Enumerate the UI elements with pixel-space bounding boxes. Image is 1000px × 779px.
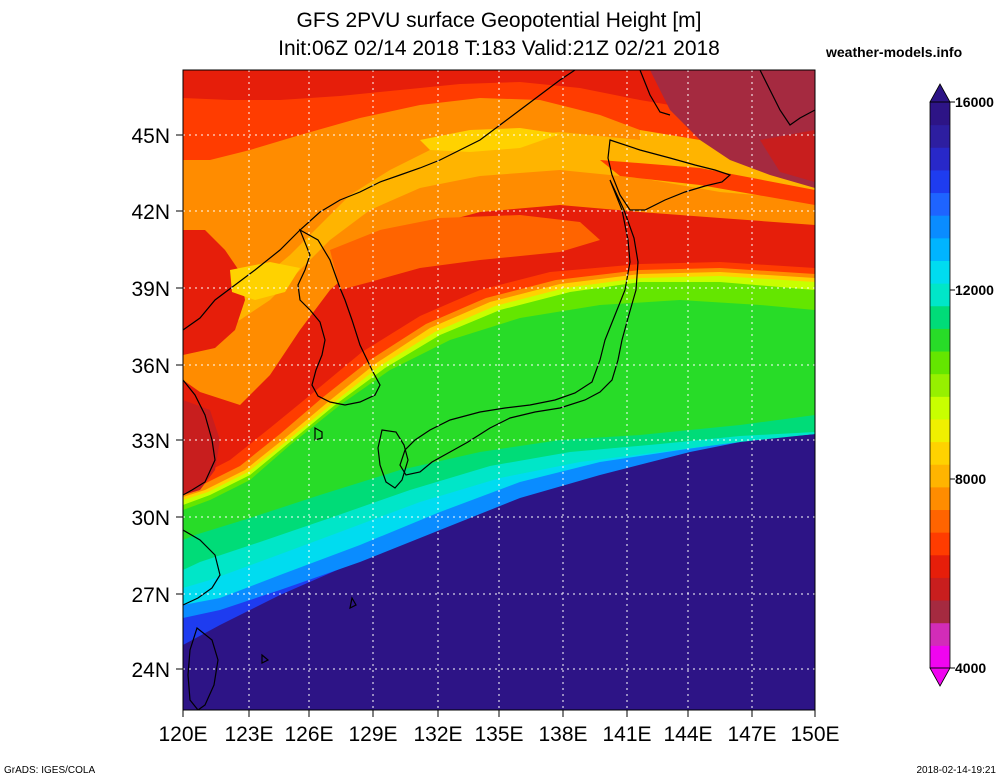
colorbar-segment [930, 169, 950, 194]
colorbar-segment [930, 418, 950, 443]
lon-label-150e: 150E [790, 723, 839, 746]
colorbar-segment [930, 124, 950, 148]
colorbar-segments [930, 102, 950, 669]
colorbar-segment [930, 554, 950, 578]
lon-label-123e: 123E [224, 723, 273, 746]
lat-label-33n: 33N [131, 430, 170, 453]
colorbar-segment [930, 215, 950, 239]
colorbar-segment [930, 328, 950, 352]
colorbar-segment [930, 373, 950, 397]
lat-label-30n: 30N [131, 507, 170, 530]
colorbar-segment [930, 532, 950, 556]
footer-timestamp: 2018-02-14-19:21 [916, 765, 996, 776]
colorbar-label-12000: 12000 [955, 282, 994, 298]
colorbar-top-arrow [929, 83, 951, 103]
colorbar-segment [930, 509, 950, 533]
lon-label-147e: 147E [727, 723, 776, 746]
colorbar-frame [929, 101, 951, 669]
colorbar-segment [930, 237, 950, 261]
coastlines [183, 70, 815, 710]
colorbar-bottom-arrow [929, 667, 951, 687]
lat-label-36n: 36N [131, 355, 170, 378]
lat-label-45n: 45N [131, 125, 170, 148]
lon-label-141e: 141E [602, 723, 651, 746]
lat-label-42n: 42N [131, 201, 170, 224]
colorbar-segment [930, 486, 950, 511]
colorbar-segment [930, 577, 950, 601]
lon-label-138e: 138E [538, 723, 587, 746]
colorbar-segment [930, 622, 950, 646]
colorbar-segment [930, 441, 950, 465]
footer-credit: GrADS: IGES/COLA [4, 765, 96, 776]
title-line-2: Init:06Z 02/14 2018 T:183 Valid:21Z 02/2… [278, 37, 720, 60]
colorbar-label-16000: 16000 [955, 94, 994, 110]
lat-tick-marks [176, 134, 183, 670]
colorbar-segment [930, 305, 950, 329]
lon-label-129e: 129E [348, 723, 397, 746]
lon-label-132e: 132E [413, 723, 462, 746]
colorbar-segment [930, 464, 950, 488]
colorbar-segment [930, 283, 950, 307]
grid-lines [183, 70, 815, 710]
lon-tick-marks [182, 710, 816, 717]
lon-label-126e: 126E [284, 723, 333, 746]
lat-label-39n: 39N [131, 278, 170, 301]
colorbar-segment [930, 351, 950, 375]
colorbar-segment [930, 396, 950, 420]
colorbar-label-8000: 8000 [955, 471, 986, 487]
colorbar-segment [930, 102, 950, 126]
colorbar-segment [930, 192, 950, 216]
lon-label-135e: 135E [474, 723, 523, 746]
lat-label-27n: 27N [131, 584, 170, 607]
title-line-1: GFS 2PVU surface Geopotential Height [m] [296, 9, 702, 32]
lon-labels: 120E 123E 126E 129E 132E 135E 138E 141E … [158, 723, 839, 746]
lon-label-120e: 120E [158, 723, 207, 746]
colorbar-segment [930, 645, 950, 669]
colorbar: 16000 12000 8000 4000 [929, 83, 994, 687]
lat-label-24n: 24N [131, 659, 170, 682]
colorbar-segment [930, 260, 950, 284]
lat-labels: 45N 42N 39N 36N 33N 30N 27N 24N [131, 125, 170, 682]
site-label: weather-models.info [826, 44, 963, 60]
lon-label-144e: 144E [663, 723, 712, 746]
colorbar-segment [930, 600, 950, 624]
colorbar-label-4000: 4000 [955, 660, 986, 676]
colorbar-segment [930, 147, 950, 171]
